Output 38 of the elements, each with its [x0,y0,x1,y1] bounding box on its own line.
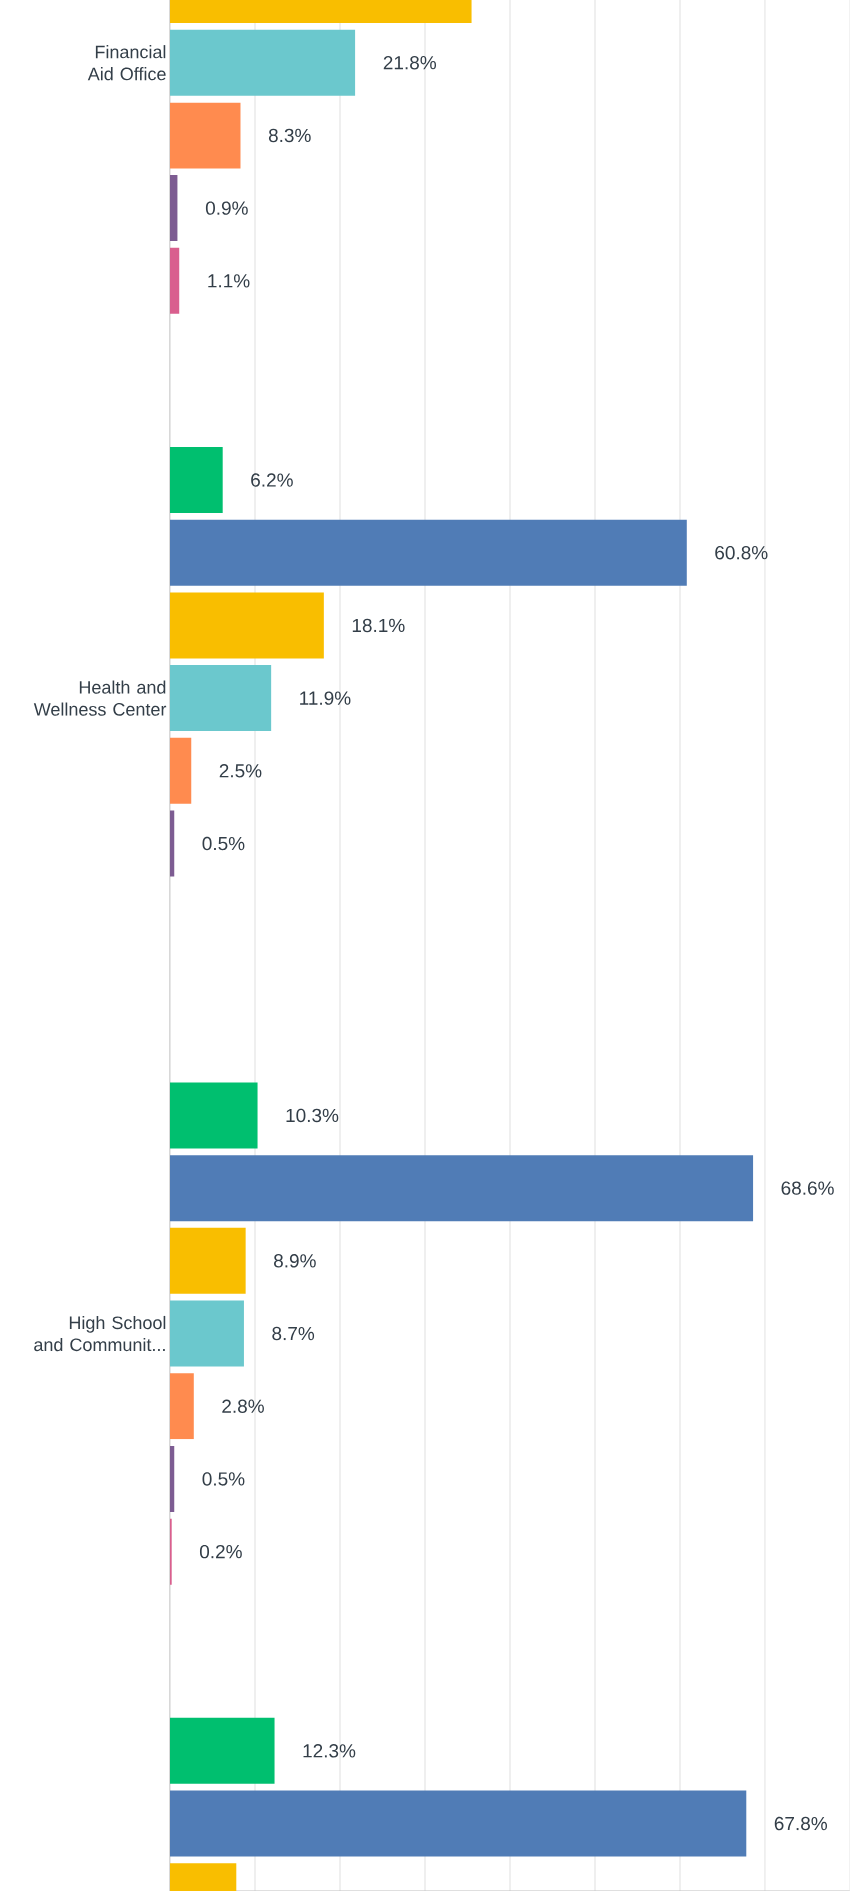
bar [170,665,272,732]
data-label: 1.1% [208,274,250,288]
data-label: 21.8% [383,55,437,70]
bar [170,1155,754,1222]
bar [170,29,356,96]
data-label: 0.5% [202,1472,245,1486]
data-label: 8.9% [274,1254,316,1268]
bar [170,1790,747,1857]
bar [170,1717,275,1784]
y-tick-label: High School and Communit... [34,1315,166,1352]
data-label: 11.9% [300,691,351,705]
data-label: 10.3% [286,1108,339,1123]
data-label: 6.2% [251,473,293,487]
data-label: 12.3% [303,1744,356,1758]
bar [170,810,175,877]
data-label: 68.6% [781,1181,834,1195]
y-tick-label: Financial Aid Office [87,45,166,81]
bar [170,737,192,804]
bar [170,1300,244,1367]
bar [170,102,241,169]
bar [170,519,687,586]
bar [170,1082,258,1149]
data-label: 2.5% [219,764,262,778]
data-label: 2.8% [222,1399,264,1413]
data-label: 0.9% [205,201,248,215]
data-label: 18.1% [352,618,405,633]
y-tick-label: Health and Wellness Center [33,680,167,716]
bar [170,447,223,514]
data-label: 0.5% [202,836,245,851]
data-label: 60.8% [715,545,768,560]
bar [170,1373,194,1440]
bar [170,175,178,242]
bar [170,247,180,314]
bar [170,1445,175,1512]
data-label: 8.7% [272,1326,315,1341]
data-label: 8.3% [268,128,311,143]
data-label: 0.2% [199,1544,242,1559]
data-label: 67.8% [774,1816,828,1831]
